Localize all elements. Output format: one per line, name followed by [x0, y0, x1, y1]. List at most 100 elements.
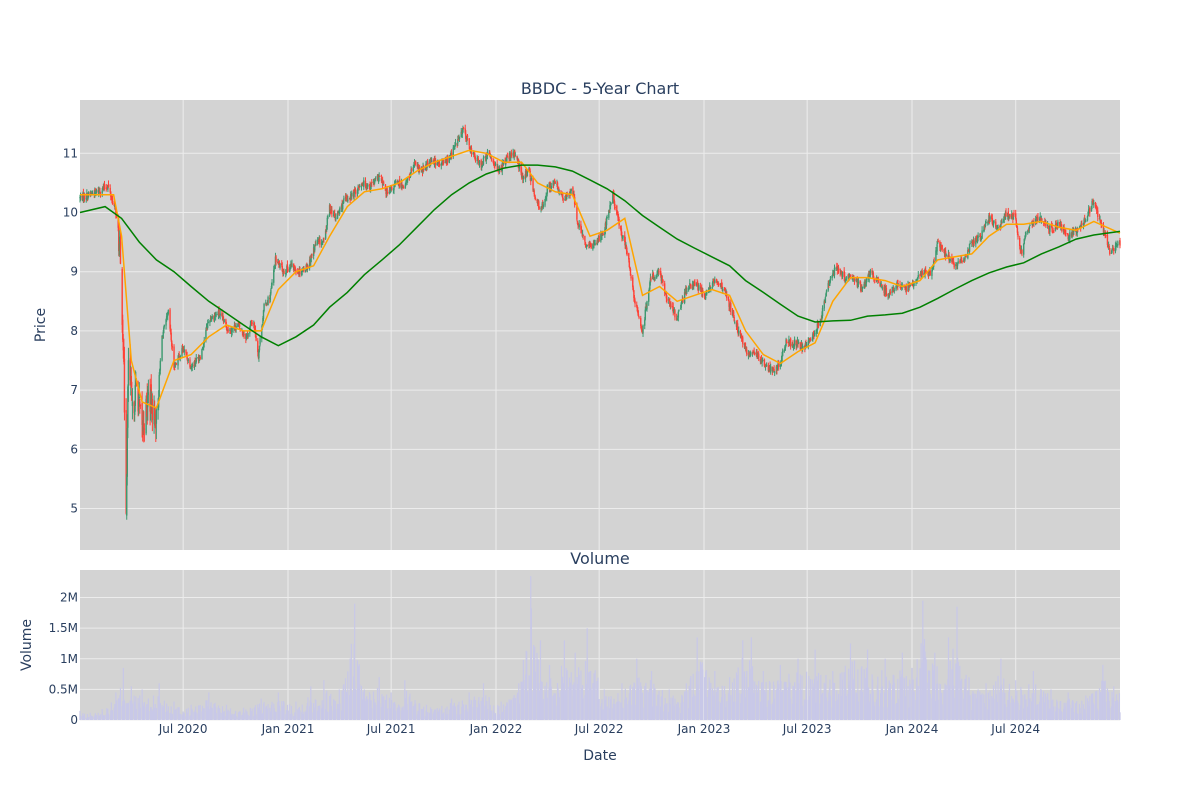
candle-body [1039, 216, 1041, 219]
candle-body [832, 273, 834, 276]
candle-body [402, 185, 404, 188]
volume-bar [110, 702, 112, 720]
volume-bar [526, 651, 528, 720]
candle-body [231, 328, 233, 333]
volume-axis-label: Volume [19, 619, 35, 671]
candle-body [927, 273, 930, 275]
candle-body [573, 194, 575, 197]
volume-bar [1105, 701, 1107, 720]
candle-body [123, 358, 126, 413]
candle-body [538, 207, 541, 209]
candle-body [584, 242, 587, 246]
candle-body [640, 326, 643, 329]
candle-body [720, 282, 723, 286]
candle-body [861, 286, 864, 290]
candle-body [123, 348, 125, 362]
candle-body [139, 401, 141, 407]
candle-body [609, 203, 612, 207]
volume-bar [845, 696, 848, 720]
candle-body [1020, 250, 1022, 252]
volume-bar [1041, 696, 1043, 720]
volume-bar [724, 694, 726, 720]
candle-body [625, 246, 628, 251]
volume-bar [877, 689, 879, 720]
candle-body [574, 203, 576, 205]
candle-body [138, 397, 140, 399]
volume-bar [885, 676, 887, 720]
volume-bar [506, 703, 508, 720]
candle-body [179, 356, 181, 359]
candle-body [1027, 229, 1029, 232]
candle-body [666, 298, 668, 301]
candle-body [736, 323, 739, 333]
volume-bar [1067, 692, 1069, 720]
candle-body [432, 160, 435, 162]
candle-body [784, 346, 786, 351]
candle-body [222, 315, 224, 321]
volume-bar [522, 660, 524, 720]
volume-bar [925, 659, 927, 720]
candle-body [328, 205, 331, 217]
volume-bar [198, 705, 200, 720]
volume-bar [934, 652, 936, 720]
candle-body [929, 270, 931, 276]
volume-bar [1061, 711, 1063, 720]
volume-bar [1109, 708, 1111, 720]
candle-body [637, 314, 640, 317]
candle-body [422, 166, 424, 173]
candle-body [592, 243, 594, 250]
candle-body [1117, 244, 1119, 246]
candle-body [187, 359, 189, 361]
candle-body [989, 216, 991, 220]
candle-body [900, 286, 902, 288]
candle-body [600, 234, 603, 236]
volume-bar [985, 683, 987, 720]
volume-bar [670, 697, 672, 720]
candle-body [645, 306, 647, 311]
candle-body [726, 294, 728, 299]
candle-body [134, 385, 136, 406]
candle-body [89, 192, 91, 194]
volume-bar [260, 698, 262, 720]
candle-body [742, 337, 744, 344]
candle-body [916, 279, 918, 281]
volume-bar [271, 701, 273, 720]
volume-bar [338, 689, 340, 720]
candle-body [897, 285, 900, 287]
candle-body [538, 201, 540, 209]
candle-body [1000, 224, 1002, 228]
candle-body [109, 187, 111, 193]
candle-body [294, 268, 297, 272]
candle-body [792, 345, 795, 348]
volume-bar [539, 640, 542, 720]
volume-bar [89, 712, 91, 720]
candle-body [825, 293, 827, 297]
candle-body [710, 286, 712, 289]
candle-body [406, 177, 409, 181]
volume-bar [277, 692, 279, 720]
candle-body [809, 339, 812, 341]
volume-bar [458, 701, 460, 720]
candle-body [845, 280, 847, 282]
candle-body [318, 239, 320, 241]
candle-body [1087, 209, 1090, 212]
candle-body [316, 240, 319, 244]
volume-bar [319, 705, 321, 720]
candle-body [1021, 249, 1023, 254]
candle-body [161, 335, 163, 361]
volume-bar [311, 712, 313, 720]
candle-body [473, 153, 476, 156]
volume-bar [563, 640, 565, 720]
volume-bar [722, 690, 724, 720]
candle-body [624, 240, 627, 249]
candle-body [115, 209, 117, 216]
candle-body [297, 271, 299, 273]
volume-bar [808, 675, 810, 720]
candle-body [933, 260, 935, 262]
volume-bar [199, 705, 201, 720]
candle-body [339, 207, 341, 212]
candle-body [143, 425, 145, 428]
volume-bar [650, 671, 653, 720]
volume-bar [378, 677, 380, 720]
